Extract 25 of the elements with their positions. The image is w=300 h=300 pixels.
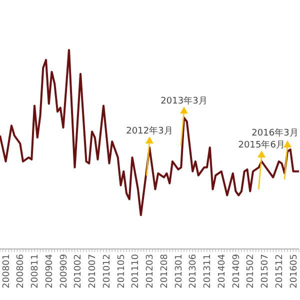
x-tick-label: 200811 (30, 254, 40, 288)
annotation: 2013年3月 (160, 96, 208, 107)
x-tick-label: 201507 (260, 254, 270, 288)
x-tick-label: 201105 (116, 254, 127, 288)
x-tick-label: 200904 (44, 254, 55, 288)
x-tick-label: 201404 (217, 254, 228, 288)
x-tick-label: 201110 (131, 254, 142, 288)
x-tick-label: 201002 (74, 254, 84, 288)
x-tick-label: 201306 (188, 254, 199, 288)
x-tick-label: 201311 (203, 254, 213, 288)
annotation: 2015年6月 (238, 139, 285, 150)
x-tick-label: 201512 (274, 254, 285, 288)
x-tick-label: 201409 (232, 254, 242, 288)
annotation: 2012年3月 (126, 126, 173, 137)
x-tick-label: 200909 (59, 254, 70, 288)
x-tick-label: 201301 (174, 254, 184, 288)
x-tick-label: 201605 (289, 254, 300, 288)
annotation: 2016年3月 (252, 127, 298, 138)
x-tick-label: 200806 (16, 254, 26, 288)
x-tick-label: 201208 (160, 254, 170, 288)
x-tick-label: 201007 (88, 254, 98, 288)
x-tick-label: 201012 (102, 254, 112, 288)
x-tick-label: 201203 (146, 254, 156, 288)
x-tick-label: 200801 (2, 254, 12, 288)
x-tick-label: 201502 (246, 254, 256, 288)
